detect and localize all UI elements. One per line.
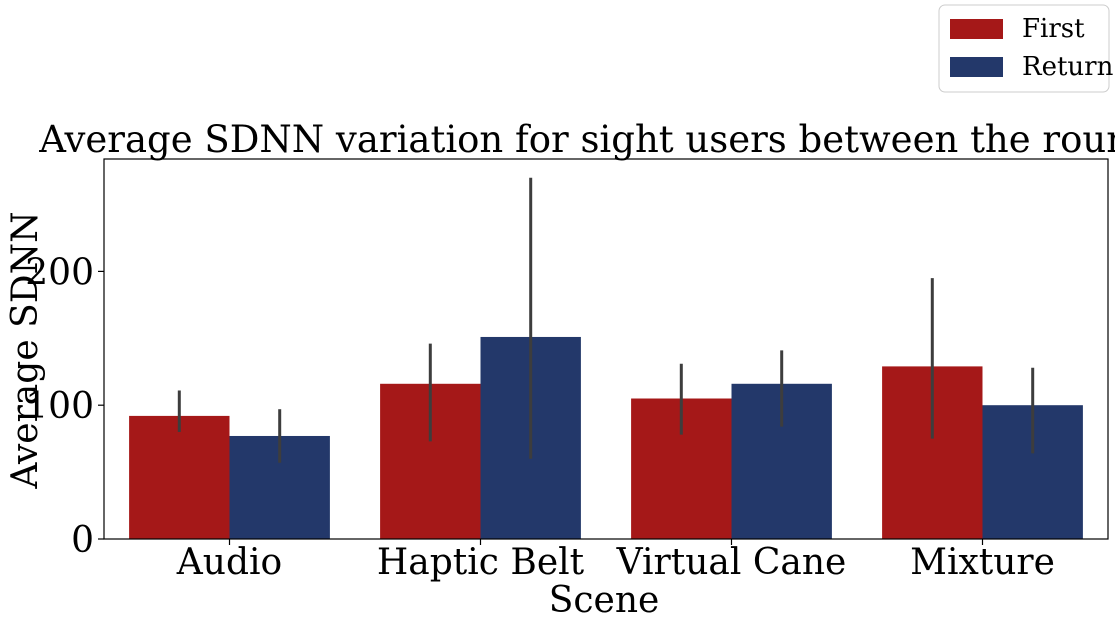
- error-bars-layer: [177, 177, 1035, 463]
- x-tick-label: Audio: [176, 542, 282, 583]
- y-tick-label: 0: [71, 520, 94, 561]
- legend-label-return: Return: [1022, 52, 1114, 82]
- x-tick-label: Haptic Belt: [377, 542, 585, 583]
- chart-title: Average SDNN variation for sight users b…: [38, 118, 1115, 161]
- y-tick-label: 100: [25, 386, 94, 427]
- x-tick-label: Mixture: [910, 542, 1055, 583]
- legend-swatch-return: [950, 57, 1003, 77]
- x-axis-ticks: Audio Haptic Belt Virtual Cane Mixture: [176, 539, 1055, 583]
- legend-label-first: First: [1022, 14, 1085, 44]
- bar-first-audio: [129, 415, 230, 539]
- x-tick-label: Virtual Cane: [616, 542, 847, 583]
- legend: First Return: [938, 4, 1114, 93]
- y-tick-label: 200: [25, 252, 94, 293]
- x-axis-label: Scene: [549, 580, 660, 621]
- bars-layer: [129, 336, 1083, 539]
- y-axis-ticks: 0 100 200: [25, 252, 104, 561]
- legend-swatch-first: [950, 19, 1003, 39]
- plot-frame: [103, 158, 1109, 540]
- y-axis-label: Average SDNN: [5, 211, 46, 489]
